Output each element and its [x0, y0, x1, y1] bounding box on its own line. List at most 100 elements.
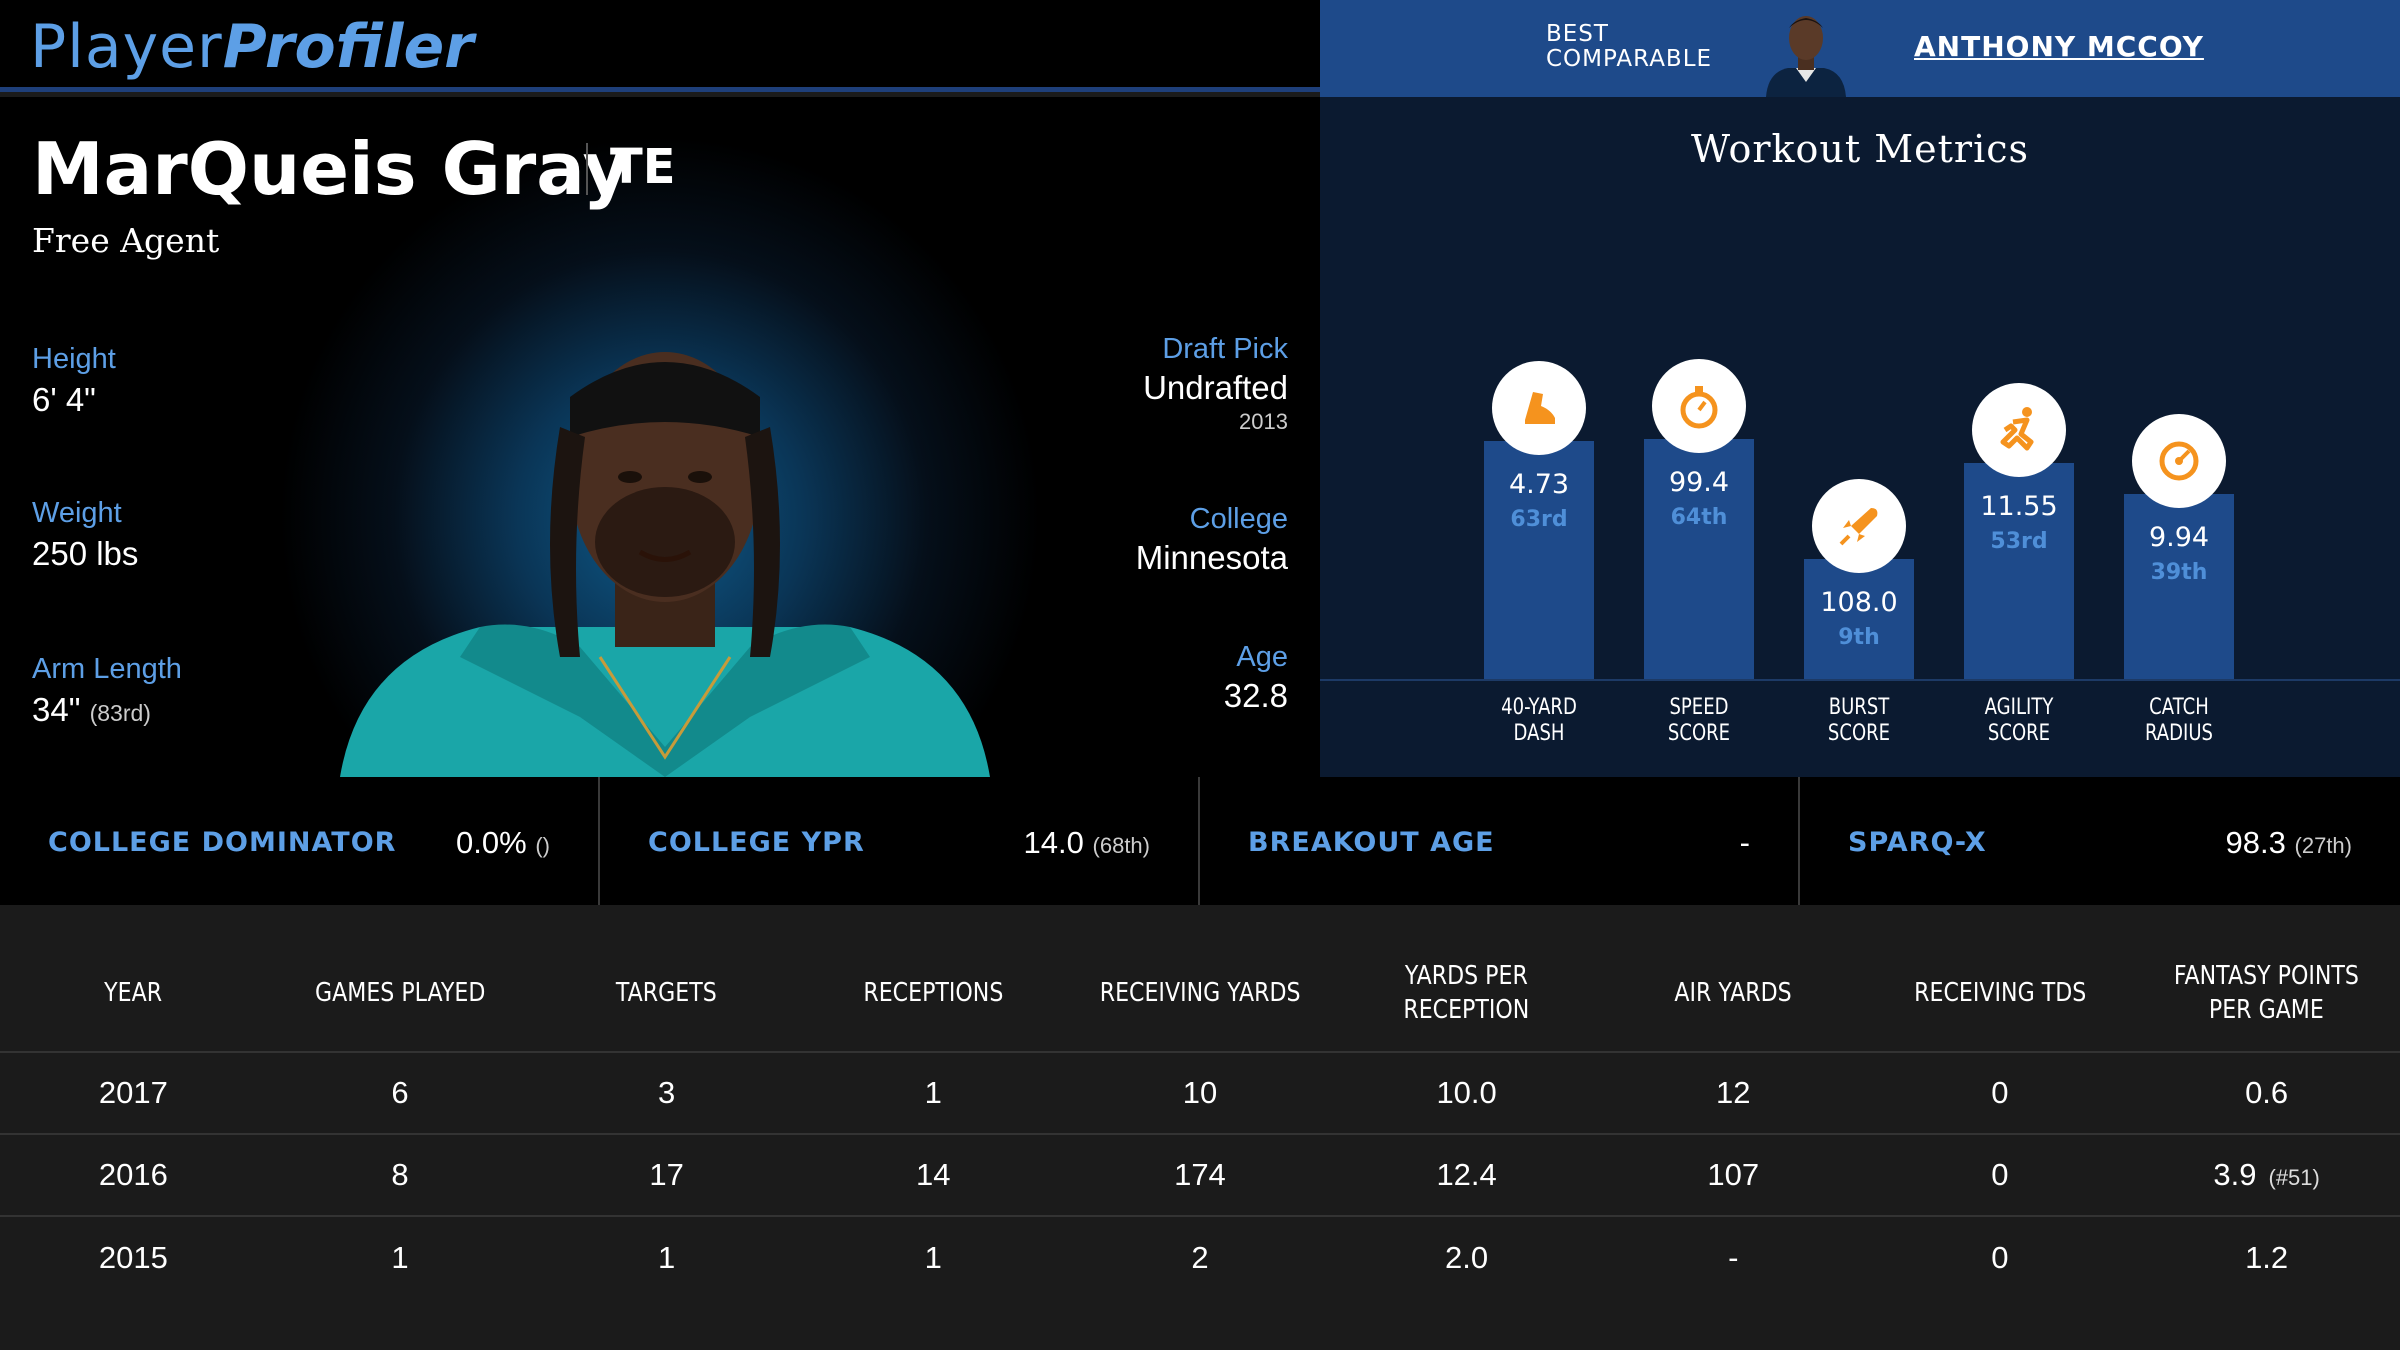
stat-label: BREAKOUT AGE: [1248, 827, 1495, 858]
table-cell: 1: [799, 1215, 1067, 1298]
column-header[interactable]: TARGETS: [616, 978, 718, 1008]
column-header[interactable]: GAMES PLAYED: [314, 978, 486, 1008]
table-cell: 1: [533, 1215, 800, 1298]
runner-icon: [1972, 383, 2066, 478]
workout-value: 4.73: [1508, 469, 1570, 501]
chart-baseline: [1320, 679, 2400, 681]
stopwatch-icon: [1652, 359, 1746, 453]
table-cell: 0: [1866, 1133, 2134, 1216]
stat-label: COLLEGE YPR: [648, 827, 865, 858]
column-header[interactable]: AIR YARDS: [1674, 978, 1792, 1008]
table-cell: 2.0: [1333, 1215, 1600, 1298]
workout-bar[interactable]: [1644, 439, 1754, 679]
column-header[interactable]: RECEIVING TDS: [1913, 978, 2086, 1008]
table-cell: 12: [1599, 1051, 1867, 1134]
site-logo[interactable]: PlayerProfiler: [30, 12, 474, 82]
table-cell: 2016: [0, 1133, 267, 1216]
workout-label: CATCH RADIUS: [2144, 695, 2214, 746]
rocket-icon: [1812, 479, 1906, 574]
draft-year: 2013: [1239, 409, 1288, 434]
table-row: 2015 1 1 1 2 2.0-0 1.2: [0, 1215, 2400, 1298]
column-header[interactable]: RECEPTIONS: [863, 978, 1004, 1008]
workout-value: 11.55: [1980, 491, 2058, 523]
table-cell: 1.2: [2133, 1215, 2400, 1298]
workout-label: 40-YARD DASH: [1501, 695, 1577, 746]
table-cell: 10.0: [1333, 1051, 1600, 1134]
table-cell: 14: [799, 1133, 1067, 1216]
workout-label: AGILITY SCORE: [1984, 695, 2054, 746]
logo-text-player: Player: [30, 12, 223, 82]
table-cell: 1: [799, 1051, 1067, 1134]
workout-label: SPEED SCORE: [1667, 695, 1731, 746]
stat-value: 14.0 (68th): [1023, 825, 1150, 860]
divider: [586, 143, 588, 195]
column-header[interactable]: YEAR: [104, 978, 163, 1008]
column-header[interactable]: FANTASY POINTS PER GAME: [2174, 961, 2360, 1025]
table-cell: 0.6: [2133, 1051, 2400, 1134]
table-cell: 12.4: [1333, 1133, 1600, 1216]
workout-label: BURST SCORE: [1827, 695, 1891, 746]
arm-length-value: 34" (83rd): [32, 691, 151, 728]
stat-college-dominator: COLLEGE DOMINATOR 0.0% (): [0, 777, 600, 905]
stat-label: COLLEGE DOMINATOR: [48, 827, 397, 858]
stat-college-ypr: COLLEGE YPR 14.0 (68th): [600, 777, 1200, 905]
comparable-player-link[interactable]: ANTHONY MCCOY: [1914, 30, 2204, 63]
header-bar: PlayerProfiler: [0, 0, 1320, 92]
weight-label: Weight: [32, 497, 122, 529]
stat-value: 0.0% (): [456, 825, 550, 860]
workout-value: 99.4: [1668, 467, 1730, 498]
table-cell: 2017: [0, 1051, 267, 1134]
height-label: Height: [32, 343, 116, 375]
stat-value: 98.3 (27th): [2225, 825, 2352, 860]
college-value: Minnesota: [1135, 539, 1288, 576]
stat-breakout-age: BREAKOUT AGE -: [1200, 777, 1800, 905]
fantasy-rank: (#51): [2268, 1165, 2320, 1190]
table-cell: -: [1599, 1215, 1867, 1298]
stat-value: -: [1739, 825, 1750, 860]
arm-length-label: Arm Length: [32, 653, 182, 685]
college-stats-strip: COLLEGE DOMINATOR 0.0% () COLLEGE YPR 14…: [0, 777, 2400, 905]
table-header-row: YEAR GAMES PLAYED TARGETS RECEPTIONS RECEIVI…: [0, 935, 2400, 1052]
season-stats-section: YEAR GAMES PLAYED TARGETS RECEPTIONS RECEIVI…: [0, 905, 2400, 1350]
comparable-avatar[interactable]: [1758, 6, 1854, 97]
workout-bar[interactable]: [2124, 493, 2234, 679]
table-cell: 2: [1066, 1215, 1334, 1298]
workout-value: 9.94: [2148, 521, 2210, 553]
workout-value: 108.0: [1820, 587, 1898, 619]
table-cell: 10: [1066, 1051, 1334, 1134]
column-header[interactable]: RECEIVING YARDS: [1099, 978, 1301, 1008]
table-row: 2016 8 17 14 174 12.4 107 0 3.9 (#51): [0, 1133, 2400, 1216]
workout-bar[interactable]: [1964, 463, 2074, 679]
draft-pick-label: Draft Pick: [1162, 333, 1288, 365]
workout-rank: 9th: [1838, 625, 1880, 651]
season-stats-table: YEAR GAMES PLAYED TARGETS RECEPTIONS RECEIVI…: [0, 935, 2400, 1298]
workout-metrics-panel: Workout Metrics 4.73 63rd 40-YARD DASH 99.4 6…: [1320, 97, 2400, 777]
table-cell: 107: [1599, 1133, 1867, 1216]
workout-rank: 64th: [1670, 505, 1728, 530]
table-cell: 3: [533, 1051, 800, 1134]
stat-sparq-x: SPARQ-X 98.3 (27th): [1800, 777, 2400, 905]
table-cell: 2015: [0, 1215, 267, 1298]
best-comparable-label: BEST COMPARABLE: [1546, 21, 1713, 72]
table-cell: 1: [266, 1215, 534, 1298]
player-team: Free Agent: [32, 221, 220, 260]
player-photo: [340, 352, 990, 777]
weight-value: 250 lbs: [32, 535, 139, 572]
age-value: 32.8: [1223, 677, 1288, 714]
table-cell: 6: [266, 1051, 534, 1134]
table-row: 2017 6 3 1 10 10.0 12 0 0.6: [0, 1051, 2400, 1134]
table-cell: 0: [1866, 1051, 2134, 1134]
height-value: 6' 4": [32, 381, 96, 418]
table-cell: 8: [266, 1133, 534, 1216]
workout-bar[interactable]: [1484, 441, 1594, 679]
workout-bar[interactable]: [1804, 559, 1914, 679]
draft-pick-value: Undrafted: [1143, 369, 1288, 406]
column-header[interactable]: YARDS PER RECEPTION: [1403, 961, 1530, 1025]
player-profile-panel: MarQueis Gray TE Free Agent Height 6' 4"…: [0, 97, 1320, 777]
table-cell: 17: [533, 1133, 800, 1216]
table-body: 2017 6 3 1 10 10.0 12 0 0.6 2016 8 17 14 174 12.4 107 0 3…: [0, 1051, 2400, 1298]
workout-rank: 63rd: [1510, 507, 1568, 533]
best-comparable-bar: BEST COMPARABLE ANTHONY MCCOY: [1320, 0, 2400, 97]
player-position: TE: [610, 139, 676, 195]
stat-label: SPARQ-X: [1848, 827, 1987, 858]
